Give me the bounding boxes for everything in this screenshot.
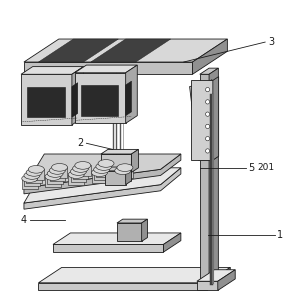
Text: 2: 2	[78, 138, 84, 148]
Polygon shape	[105, 171, 126, 185]
Polygon shape	[28, 169, 44, 180]
Polygon shape	[72, 67, 84, 125]
Circle shape	[206, 112, 210, 116]
Polygon shape	[26, 172, 42, 183]
Polygon shape	[98, 164, 114, 174]
Polygon shape	[115, 171, 131, 181]
Polygon shape	[131, 149, 138, 172]
Polygon shape	[24, 176, 40, 186]
Ellipse shape	[73, 165, 88, 172]
Polygon shape	[27, 87, 65, 117]
Polygon shape	[53, 233, 181, 245]
Polygon shape	[91, 39, 171, 62]
Polygon shape	[75, 65, 137, 73]
Polygon shape	[191, 80, 213, 160]
Polygon shape	[117, 223, 142, 241]
Text: 201: 201	[257, 163, 274, 172]
Polygon shape	[39, 39, 118, 62]
Text: 3: 3	[268, 37, 274, 47]
Ellipse shape	[117, 164, 133, 172]
Polygon shape	[24, 168, 181, 203]
Ellipse shape	[94, 166, 110, 173]
Polygon shape	[21, 74, 72, 125]
Polygon shape	[192, 39, 227, 74]
Polygon shape	[71, 172, 86, 182]
Polygon shape	[73, 168, 88, 179]
Polygon shape	[39, 267, 230, 283]
Ellipse shape	[24, 172, 40, 179]
Polygon shape	[200, 68, 218, 74]
Polygon shape	[47, 173, 63, 184]
Polygon shape	[126, 81, 131, 116]
Ellipse shape	[70, 168, 86, 175]
Polygon shape	[190, 83, 212, 160]
Text: 1: 1	[277, 230, 283, 240]
Ellipse shape	[75, 162, 91, 169]
Ellipse shape	[45, 173, 61, 180]
Circle shape	[206, 100, 210, 104]
Polygon shape	[24, 39, 227, 62]
Ellipse shape	[47, 170, 63, 177]
Polygon shape	[126, 65, 137, 123]
Polygon shape	[21, 67, 84, 74]
Text: 4: 4	[20, 215, 27, 225]
Ellipse shape	[52, 164, 67, 171]
Polygon shape	[197, 281, 218, 290]
Polygon shape	[24, 62, 192, 74]
Polygon shape	[117, 219, 147, 223]
Polygon shape	[94, 170, 110, 180]
Circle shape	[206, 87, 210, 92]
Polygon shape	[126, 167, 131, 185]
Polygon shape	[200, 74, 209, 283]
Polygon shape	[101, 154, 131, 172]
Polygon shape	[75, 165, 91, 176]
Polygon shape	[39, 283, 207, 290]
Ellipse shape	[68, 171, 84, 178]
Polygon shape	[105, 167, 131, 171]
Polygon shape	[209, 68, 218, 283]
Polygon shape	[53, 245, 164, 252]
Polygon shape	[24, 154, 181, 188]
Ellipse shape	[49, 167, 65, 174]
Polygon shape	[206, 80, 218, 160]
Polygon shape	[197, 270, 235, 281]
Polygon shape	[81, 85, 118, 116]
Polygon shape	[96, 167, 112, 177]
Polygon shape	[117, 168, 133, 178]
Circle shape	[206, 136, 210, 141]
Ellipse shape	[22, 175, 38, 182]
Polygon shape	[101, 149, 138, 154]
Ellipse shape	[115, 167, 131, 175]
Polygon shape	[75, 73, 126, 123]
Circle shape	[206, 149, 210, 153]
Polygon shape	[92, 173, 107, 183]
Ellipse shape	[96, 163, 112, 170]
Ellipse shape	[98, 160, 114, 167]
Ellipse shape	[26, 168, 42, 176]
Polygon shape	[22, 179, 38, 189]
Text: 5: 5	[248, 163, 254, 173]
Polygon shape	[218, 270, 235, 290]
Polygon shape	[68, 175, 84, 185]
Polygon shape	[50, 170, 65, 181]
Polygon shape	[52, 167, 67, 178]
Polygon shape	[142, 219, 147, 241]
Polygon shape	[45, 176, 61, 187]
Polygon shape	[213, 77, 219, 160]
Circle shape	[206, 124, 210, 128]
Polygon shape	[207, 267, 230, 290]
Polygon shape	[24, 154, 181, 194]
Polygon shape	[72, 83, 78, 117]
Ellipse shape	[91, 169, 107, 176]
Polygon shape	[24, 168, 181, 209]
Ellipse shape	[28, 165, 44, 173]
Polygon shape	[164, 233, 181, 252]
